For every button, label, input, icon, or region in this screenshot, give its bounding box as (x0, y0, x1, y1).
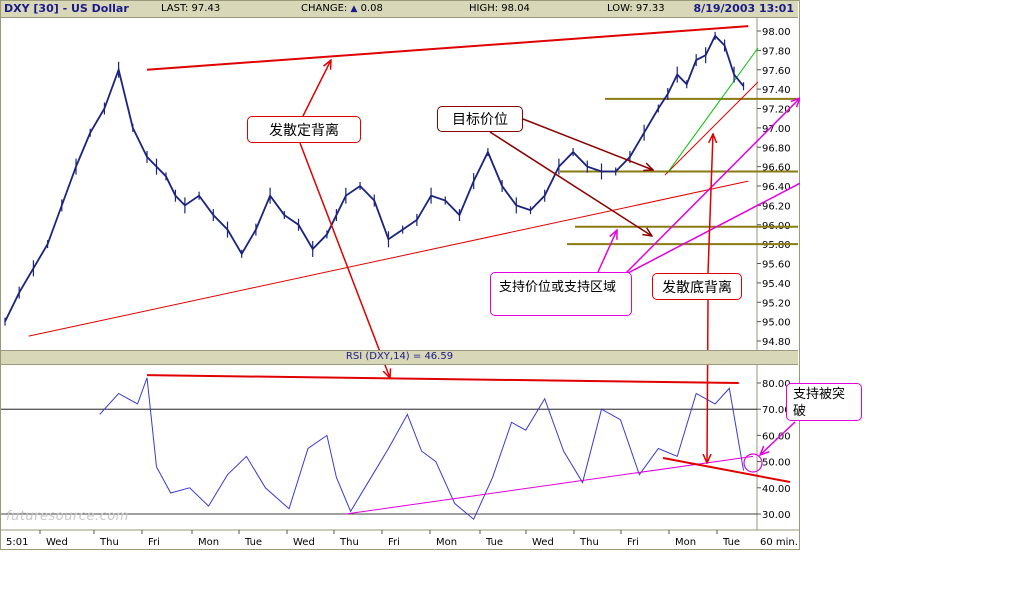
price-y-tick-label: 97.80 (762, 46, 791, 57)
callout-divergence-top: 发散定背离 (247, 116, 361, 143)
price-y-tick-label: 95.80 (762, 240, 791, 251)
price-y-tick-label: 95.20 (762, 298, 791, 309)
rsi-series-line (99, 377, 745, 521)
support-zone-arrow (597, 230, 617, 273)
price-y-tick-label: 97.60 (762, 66, 791, 77)
short-trend-line (664, 81, 759, 176)
x-tick-label: 5:01 (6, 537, 28, 548)
price-y-tick-label: 96.40 (762, 182, 791, 193)
change-label-text: CHANGE: (301, 3, 348, 14)
up-triangle-icon: ▲ (350, 4, 358, 14)
rsi-y-tick-label: 30.00 (762, 510, 791, 521)
change-value: 0.08 (360, 3, 383, 14)
callout-support-broken: 支持被突破 (786, 383, 862, 421)
chart-svg: 98.00 97.80 97.60 97.40 97.20 97.00 96.80 96.60… (0, 0, 800, 550)
rsi-header-label: RSI (DXY,14) = 46.59 (345, 351, 454, 362)
x-tick-label: Mon (436, 537, 457, 548)
price-series-line (4, 34, 745, 323)
x-tick-label: Tue (485, 537, 503, 548)
price-y-tick-label: 97.00 (762, 124, 791, 135)
price-y-tick-label: 96.80 (762, 143, 791, 154)
price-y-tick-label: 97.40 (762, 85, 791, 96)
target-price-arrow (522, 118, 653, 170)
price-y-tick-label: 95.40 (762, 279, 791, 290)
last-price-label: LAST: 97.43 (161, 3, 221, 14)
x-tick-label: Thu (579, 537, 599, 548)
rsi-y-tick-label: 50.00 (762, 458, 791, 469)
x-tick-label: Mon (198, 537, 219, 548)
x-tick-label: Tue (722, 537, 740, 548)
watermark: futuresource.com (6, 509, 129, 524)
x-tick-label: Fri (148, 537, 160, 548)
x-tick-label: Fri (627, 537, 639, 548)
callout-target-price: 目标价位 (437, 106, 523, 132)
divergence-bottom-arrow-down (707, 299, 708, 463)
support-broken-circle (743, 453, 763, 473)
divergence-top-arrow-up (302, 60, 331, 117)
price-y-tick-label: 96.20 (762, 201, 791, 212)
support-broken-arrow (760, 421, 796, 455)
divergence-top-arrow-down (299, 142, 390, 378)
callout-divergence-bottom: 发散底背离 (652, 273, 742, 300)
rsi-y-tick-label: 70.00 (762, 405, 791, 416)
price-y-tick-label: 95.00 (762, 318, 791, 329)
rsi-lower-red-line (662, 457, 791, 483)
rsi-y-tick-label: 60.00 (762, 431, 791, 442)
change-label: CHANGE: ▲ 0.08 (301, 3, 383, 14)
x-tick-label: Wed (293, 537, 315, 548)
support-zone-arrow (627, 182, 800, 274)
high-price-label: HIGH: 98.04 (469, 3, 530, 14)
x-tick-label: Wed (532, 537, 554, 548)
chart-border (0, 0, 800, 550)
symbol-label: DXY [30] - US Dollar (4, 2, 129, 15)
price-y-tick-label: 94.80 (762, 337, 791, 348)
rsi-resistance-line (147, 374, 739, 384)
rsi-y-tick-label: 40.00 (762, 484, 791, 495)
x-unit-label: 60 min. (760, 537, 798, 548)
target-price-arrow (489, 131, 652, 236)
x-tick-label: Thu (99, 537, 119, 548)
chart-header-bar: DXY [30] - US Dollar LAST: 97.43 CHANGE:… (1, 1, 798, 18)
price-resistance-line (146, 25, 749, 71)
x-tick-label: Fri (388, 537, 400, 548)
price-y-tick-label: 97.20 (762, 105, 791, 116)
rsi-support-line (345, 455, 754, 515)
price-trend-line (28, 180, 749, 337)
low-price-label: LOW: 97.33 (607, 3, 665, 14)
rsi-header-bar: RSI (DXY,14) = 46.59 (1, 350, 798, 365)
x-tick-label: Tue (244, 537, 262, 548)
x-tick-label: Thu (339, 537, 359, 548)
x-tick-label: Wed (46, 537, 68, 548)
green-trend-line (667, 47, 759, 173)
x-tick-label: Mon (675, 537, 696, 548)
price-y-tick-label: 95.60 (762, 260, 791, 271)
callout-support-zone: 支持价位或支持区域 (490, 272, 632, 316)
datetime-label: 8/19/2003 13:01 (693, 2, 794, 15)
price-y-tick-label: 98.00 (762, 27, 791, 38)
divergence-bottom-arrow-up (707, 134, 713, 274)
rsi-y-tick-label: 80.00 (762, 379, 791, 390)
price-y-tick-label: 96.60 (762, 163, 791, 174)
